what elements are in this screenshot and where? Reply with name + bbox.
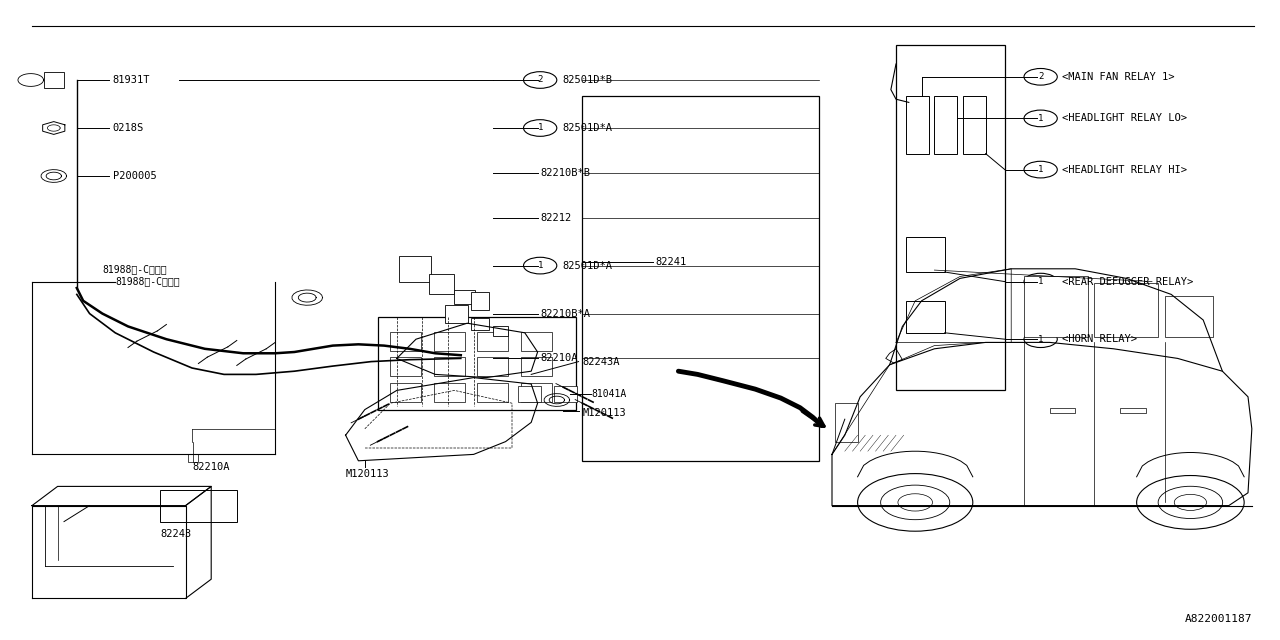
Bar: [554, 386, 577, 402]
Bar: [906, 96, 929, 154]
Text: 82241: 82241: [655, 257, 686, 268]
Bar: [582, 96, 819, 461]
Bar: [963, 96, 986, 154]
Text: <HORN RELAY>: <HORN RELAY>: [1062, 334, 1138, 344]
Text: M120113: M120113: [346, 468, 389, 479]
Bar: [390, 383, 421, 402]
Bar: [434, 383, 465, 402]
Text: 1: 1: [1038, 165, 1043, 174]
Text: <REAR DEFOGGER RELAY>: <REAR DEFOGGER RELAY>: [1062, 276, 1194, 287]
Bar: [445, 305, 468, 323]
Bar: [1120, 408, 1146, 413]
Bar: [477, 357, 508, 376]
Text: 81988（-C年改）: 81988（-C年改）: [115, 276, 179, 287]
Text: 81988（-C年改）: 81988（-C年改）: [102, 264, 166, 274]
Bar: [434, 357, 465, 376]
Text: 2: 2: [538, 76, 543, 84]
Bar: [906, 301, 945, 333]
Text: 82210B*A: 82210B*A: [540, 308, 590, 319]
Bar: [521, 383, 552, 402]
Bar: [934, 96, 957, 154]
Text: 82501D*A: 82501D*A: [562, 260, 612, 271]
Bar: [521, 332, 552, 351]
Text: 81931T: 81931T: [113, 75, 150, 85]
Text: 82210A: 82210A: [192, 462, 229, 472]
Text: 1: 1: [538, 124, 543, 132]
Bar: [390, 332, 421, 351]
Bar: [160, 490, 237, 522]
Text: <HEADLIGHT RELAY HI>: <HEADLIGHT RELAY HI>: [1062, 164, 1188, 175]
Bar: [454, 290, 475, 304]
Text: M120113: M120113: [582, 408, 626, 418]
Bar: [1165, 296, 1213, 337]
Bar: [429, 274, 454, 294]
Bar: [477, 332, 508, 351]
Bar: [493, 326, 508, 336]
Text: 82501D*B: 82501D*B: [562, 75, 612, 85]
Text: 82243: 82243: [160, 529, 191, 540]
Bar: [471, 318, 489, 330]
Text: 82210A: 82210A: [540, 353, 577, 364]
Text: P200005: P200005: [113, 171, 156, 181]
Text: 81041A: 81041A: [591, 388, 627, 399]
Bar: [471, 292, 489, 310]
Bar: [521, 357, 552, 376]
Bar: [188, 454, 198, 462]
Bar: [378, 317, 576, 410]
Bar: [44, 72, 64, 88]
Bar: [906, 237, 945, 272]
Bar: [477, 383, 508, 402]
Text: 82210B*B: 82210B*B: [540, 168, 590, 178]
Text: 1: 1: [1038, 114, 1043, 123]
Bar: [518, 386, 541, 402]
Text: 2: 2: [1038, 72, 1043, 81]
Text: 1: 1: [1038, 335, 1043, 344]
Bar: [1050, 408, 1075, 413]
Text: 0218S: 0218S: [113, 123, 143, 133]
Text: <HEADLIGHT RELAY LO>: <HEADLIGHT RELAY LO>: [1062, 113, 1188, 124]
Text: A822001187: A822001187: [1184, 614, 1252, 624]
Bar: [434, 332, 465, 351]
Bar: [835, 403, 858, 442]
Text: 82212: 82212: [540, 212, 571, 223]
Bar: [399, 256, 431, 282]
Text: <MAIN FAN RELAY 1>: <MAIN FAN RELAY 1>: [1062, 72, 1175, 82]
Bar: [1024, 276, 1088, 337]
Text: 1: 1: [538, 261, 543, 270]
Bar: [1094, 283, 1158, 337]
Bar: [896, 45, 1005, 390]
Text: 1: 1: [1038, 277, 1043, 286]
Text: 82243A: 82243A: [582, 356, 620, 367]
Bar: [390, 357, 421, 376]
Text: 82501D*A: 82501D*A: [562, 123, 612, 133]
